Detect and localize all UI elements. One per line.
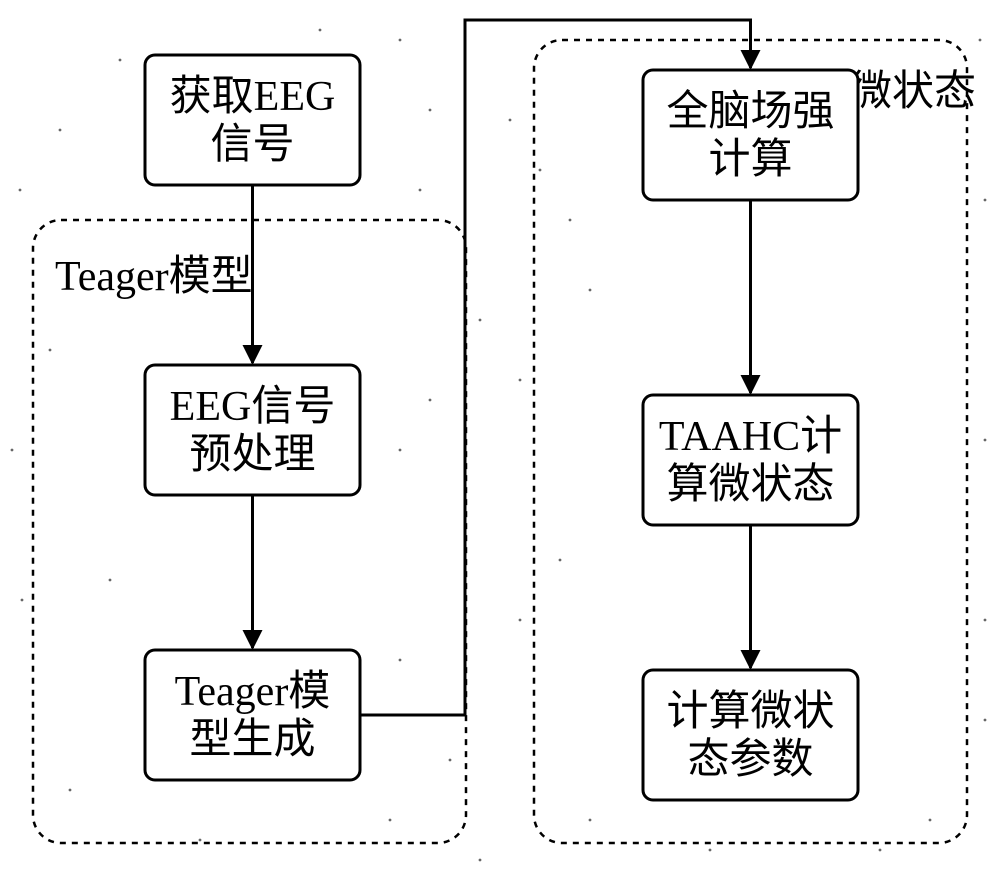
node-n4-line2: 计算: [708, 137, 792, 183]
node-n5-line2: 算微状态: [666, 462, 834, 508]
node-n1-line1: 获取EEG: [170, 74, 336, 120]
node-n2-line2: 预处理: [189, 432, 315, 478]
node-n6-line1: 计算微状: [666, 689, 834, 735]
teager-group-label: Teager模型: [55, 254, 253, 300]
micro-group-label: 微状态: [850, 69, 976, 115]
node-n5-line1: TAAHC计: [659, 414, 842, 460]
node-n6-line2: 态参数: [687, 736, 813, 783]
node-n3-line2: 型生成: [189, 717, 315, 763]
node-n1-line2: 信号: [210, 122, 294, 168]
node-n3-line1: Teager模: [175, 669, 331, 715]
node-n2-line1: EEG信号: [170, 384, 336, 430]
node-n4-line1: 全脑场强: [666, 88, 834, 135]
